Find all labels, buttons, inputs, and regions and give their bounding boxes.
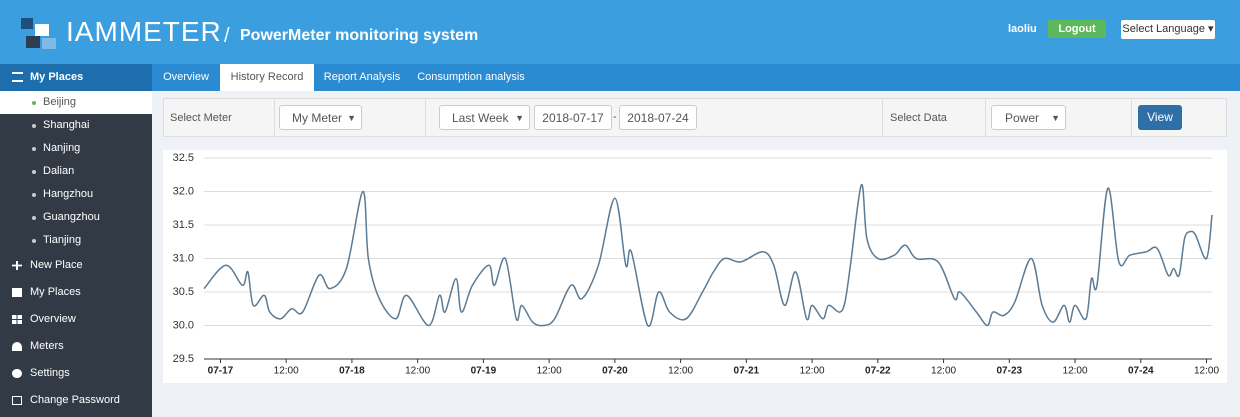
x-tick-label: 12:00 <box>537 366 562 377</box>
logout-button[interactable]: Logout <box>1048 20 1106 38</box>
menu-label: Overview <box>30 313 76 325</box>
tab-active[interactable]: History Record <box>220 64 314 91</box>
x-tick-label: 12:00 <box>405 366 430 377</box>
data-value: Power <box>1005 111 1040 125</box>
x-tick-label: 07-20 <box>602 366 628 377</box>
select-data-label: Select Data <box>890 112 947 124</box>
meter-value: My Meter <box>292 111 343 125</box>
language-label: Select Language <box>1122 23 1205 35</box>
logo-icon <box>21 18 56 49</box>
meter-select[interactable]: My Meter ▼ <box>279 105 362 130</box>
place-item[interactable]: Dalian <box>0 160 152 183</box>
y-tick-label: 31.0 <box>173 252 194 264</box>
logo-text: IAMMETER <box>66 16 222 47</box>
app-title: PowerMeter monitoring system <box>240 27 479 44</box>
view-button[interactable]: View <box>1138 105 1182 130</box>
data-select[interactable]: Power ▼ <box>991 105 1066 130</box>
menu-label: Settings <box>30 367 70 379</box>
header: IAMMETER / PowerMeter monitoring system … <box>0 0 1240 64</box>
start-value: 2018-07-17 <box>542 111 604 125</box>
language-select[interactable]: Select Language ▾ <box>1121 20 1215 39</box>
x-tick-label: 12:00 <box>1063 366 1088 377</box>
y-tick-label: 29.5 <box>173 353 194 365</box>
x-tick-label: 07-21 <box>734 366 760 377</box>
menu-item[interactable]: New Place <box>0 252 152 279</box>
range-value: Last Week <box>452 111 509 125</box>
x-tick-label: 07-18 <box>339 366 365 377</box>
place-item[interactable]: Hangzhou <box>0 183 152 206</box>
menu-item[interactable]: Overview <box>0 306 152 333</box>
x-tick-label: 12:00 <box>931 366 956 377</box>
tab[interactable]: Consumption analysis <box>417 71 525 83</box>
range-select[interactable]: Last Week ▼ <box>439 105 530 130</box>
y-tick-label: 30.5 <box>173 286 194 298</box>
x-tick-label: 12:00 <box>274 366 299 377</box>
sidebar <box>0 91 152 417</box>
end-value: 2018-07-24 <box>627 111 689 125</box>
tab[interactable]: Overview <box>163 71 209 83</box>
place-item[interactable]: Nanjing <box>0 137 152 160</box>
menu-label: My Places <box>30 286 81 298</box>
x-tick-label: 07-24 <box>1128 366 1154 377</box>
x-tick-label: 07-17 <box>208 366 234 377</box>
menu-item[interactable]: Settings <box>0 360 152 387</box>
x-tick-label: 07-23 <box>997 366 1023 377</box>
y-tick-label: 32.5 <box>173 152 194 164</box>
y-tick-label: 31.5 <box>173 219 194 231</box>
end-date[interactable]: 2018-07-24 <box>619 105 697 130</box>
y-tick-label: 32.0 <box>173 185 194 197</box>
place-item[interactable]: Guangzhou <box>0 206 152 229</box>
sidebar-heading: My Places <box>0 64 152 91</box>
chart: 29.5 30.0 30.5 31.0 31.5 32.0 32.5 07-17 12:00 07… <box>163 150 1227 383</box>
x-tick-label: 07-22 <box>865 366 891 377</box>
tab[interactable]: Report Analysis <box>323 71 401 83</box>
title-separator: / <box>224 25 230 47</box>
select-meter-label: Select Meter <box>170 112 232 124</box>
place-item[interactable]: Tianjing <box>0 229 152 252</box>
logout-label: Logout <box>1058 23 1096 35</box>
view-label: View <box>1147 110 1173 124</box>
data-line <box>203 184 1213 327</box>
username[interactable]: laoliu <box>1008 23 1037 35</box>
x-tick-label: 07-19 <box>471 366 497 377</box>
menu-label: New Place <box>30 259 83 271</box>
y-tick-label: 30.0 <box>173 319 194 331</box>
place-item[interactable]: Beijing <box>0 91 152 114</box>
menu-label: Change Password <box>30 394 120 406</box>
sidebar-heading-text: My Places <box>30 71 84 83</box>
x-tick-label: 12:00 <box>668 366 693 377</box>
menu-item[interactable]: Meters <box>0 333 152 360</box>
menu-label: Meters <box>30 340 64 352</box>
nav-bar <box>0 64 1240 91</box>
start-date[interactable]: 2018-07-17 <box>534 105 612 130</box>
place-item[interactable]: Shanghai <box>0 114 152 137</box>
x-tick-label: 12:00 <box>1194 366 1219 377</box>
menu-item[interactable]: My Places <box>0 279 152 306</box>
date-separator: - <box>613 111 617 123</box>
menu-item[interactable]: Change Password <box>0 387 152 414</box>
x-tick-label: 12:00 <box>800 366 825 377</box>
